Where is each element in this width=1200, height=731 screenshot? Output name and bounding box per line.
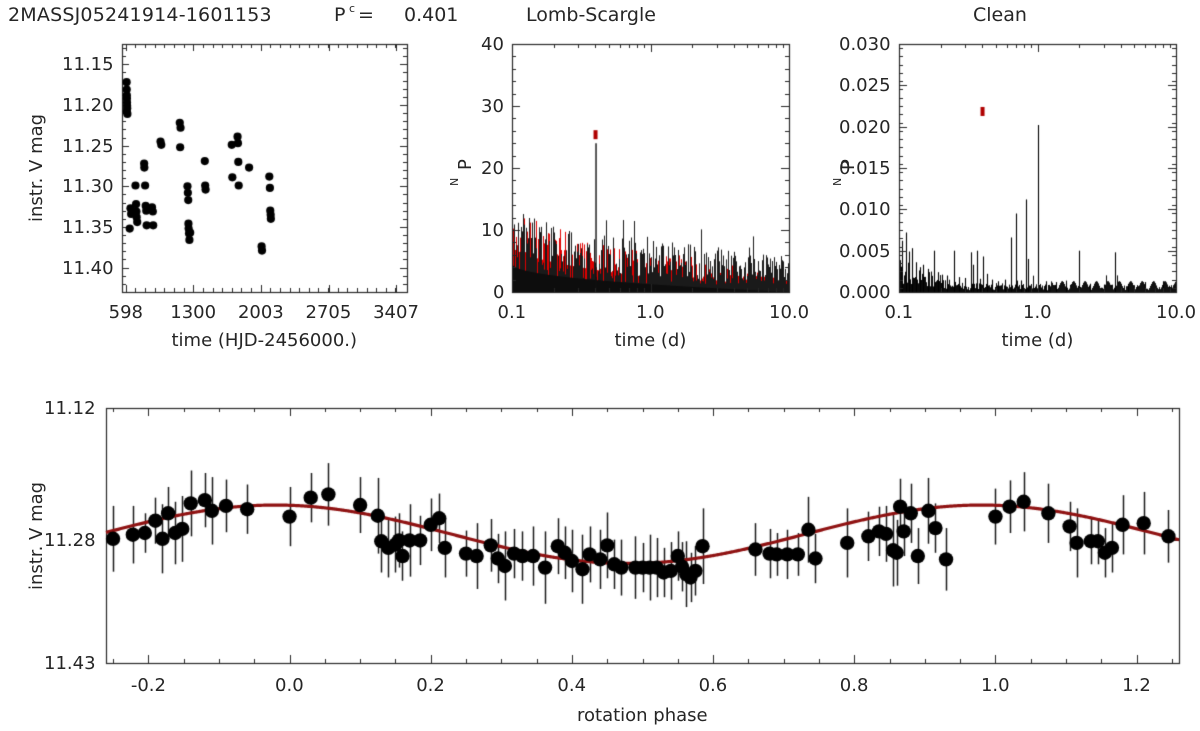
ls-ytick: 30	[481, 96, 504, 117]
ls-xlabel: time (d)	[614, 329, 687, 351]
ph-xtick: 1.2	[1122, 674, 1151, 696]
lc-ytick: 11.20	[62, 95, 114, 116]
clean-ytick: 0.030	[839, 34, 891, 55]
lc-ytick: 11.40	[62, 258, 114, 279]
ph-ytick: 11.28	[44, 530, 96, 551]
ph-ytick: 11.43	[44, 653, 96, 674]
lc-ytick: 11.35	[62, 217, 114, 238]
clean-ytick: 0.025	[839, 75, 891, 96]
lomb-scargle-title: Lomb-Scargle	[526, 4, 656, 26]
period-superscript: c	[349, 2, 356, 15]
clean-ytick: 0.015	[839, 158, 891, 179]
period-value: 0.401	[404, 4, 459, 26]
clean-xtick: 10.0	[1156, 301, 1197, 323]
ph-xtick: 0.2	[416, 674, 445, 696]
lc-ytick: 11.15	[62, 54, 114, 75]
ph-ylabel: instr. V mag	[26, 481, 47, 590]
lc-xtick: 598	[108, 301, 144, 323]
clean-ylabel-sub: N	[831, 177, 844, 186]
period-symbol: P	[334, 4, 346, 26]
ph-xtick: 0.4	[557, 674, 587, 696]
clean-ylabel: P	[838, 158, 859, 170]
page-title: 2MASSJ05241914-1601153	[8, 4, 272, 26]
ph-xtick: 0.6	[698, 674, 728, 696]
lc-xtick: 1300	[170, 301, 217, 323]
ls-xtick: 10.0	[769, 301, 810, 323]
lc-xlabel: time (HJD-2456000.)	[171, 329, 358, 351]
lc-ytick: 11.30	[62, 176, 114, 197]
ls-ytick: 0	[493, 282, 505, 303]
ls-ytick: 10	[481, 220, 504, 241]
lc-xtick: 2003	[237, 301, 284, 323]
clean-ytick: 0.000	[839, 282, 891, 303]
clean-xtick: 0.1	[884, 301, 914, 323]
clean-xlabel: time (d)	[1001, 329, 1074, 351]
ls-xtick: 1.0	[636, 301, 665, 323]
ls-xtick: 0.1	[497, 301, 527, 323]
ph-xtick: 1.0	[980, 674, 1010, 696]
clean-xtick: 1.0	[1023, 301, 1052, 323]
clean-ytick: 0.020	[839, 117, 891, 138]
ph-xtick: 0.0	[275, 674, 304, 696]
period-equals: =	[358, 4, 374, 26]
lc-ytick: 11.25	[62, 136, 114, 157]
ls-ytick: 20	[481, 158, 504, 179]
lc-xtick: 3407	[373, 301, 419, 323]
ph-xlabel: rotation phase	[577, 704, 708, 726]
ph-xtick: 0.8	[839, 674, 869, 696]
lc-ylabel: instr. V mag	[26, 113, 47, 222]
clean-ytick: 0.010	[839, 199, 891, 220]
clean-ytick: 0.005	[839, 241, 891, 262]
ph-xtick: -0.2	[130, 674, 166, 696]
ls-ylabel: P	[455, 158, 476, 170]
ls-ylabel-sub: N	[448, 177, 461, 186]
clean-title: Clean	[973, 4, 1027, 26]
lc-xtick: 2705	[305, 301, 352, 323]
ph-ytick: 11.12	[44, 398, 96, 419]
ls-ytick: 40	[481, 34, 504, 55]
